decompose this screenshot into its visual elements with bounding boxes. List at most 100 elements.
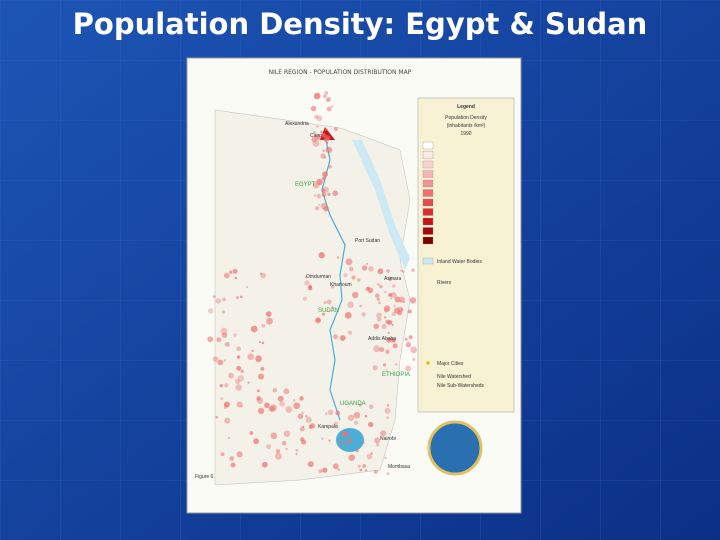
population-dot (389, 297, 392, 300)
place-label: Addis Ababa (368, 336, 396, 342)
population-dot (362, 441, 365, 444)
population-dot (321, 188, 326, 193)
population-dot (349, 266, 354, 272)
population-dot (331, 306, 334, 310)
population-dot (352, 291, 359, 299)
population-dot (388, 293, 393, 297)
population-dot (293, 399, 296, 402)
population-dot (407, 309, 412, 314)
population-dot (385, 349, 390, 354)
population-dot (221, 332, 228, 338)
legend-swatch (422, 179, 434, 188)
population-dot (236, 401, 243, 408)
place-label: Cairo (310, 133, 322, 139)
population-dot (265, 311, 272, 317)
legend-swatch (422, 189, 434, 197)
population-dot (355, 449, 359, 453)
legend-swatch (422, 257, 434, 265)
figure-label: Figure 6 (195, 474, 214, 480)
population-dot (237, 375, 245, 382)
country-label: UGANDA (340, 401, 366, 407)
population-dot (356, 278, 361, 282)
legend-heading: Population Density (445, 115, 487, 121)
population-dot (364, 469, 368, 472)
population-dot (313, 194, 317, 197)
population-dot (379, 285, 383, 289)
population-dot (324, 139, 327, 142)
population-dot (312, 131, 317, 135)
population-dot (224, 383, 229, 388)
population-dot (364, 414, 368, 418)
population-dot (247, 353, 255, 360)
place-label: Khartoum (330, 282, 352, 288)
population-dot (370, 452, 373, 455)
population-dot (270, 432, 278, 440)
land (214, 109, 411, 486)
population-dot (233, 333, 237, 337)
population-dot (212, 295, 216, 298)
population-dot (285, 406, 293, 413)
population-dot (253, 438, 259, 445)
population-dot (212, 356, 219, 362)
population-dot (325, 412, 328, 415)
population-dot (281, 440, 287, 446)
population-dot (297, 413, 304, 420)
population-dot (387, 276, 393, 282)
population-dot (220, 452, 225, 457)
population-dot (247, 381, 250, 384)
population-dot (412, 357, 416, 361)
population-dot (405, 365, 412, 372)
population-dot (308, 284, 312, 289)
legend-swatch (422, 141, 434, 150)
population-dot (215, 415, 219, 419)
population-dot (321, 437, 324, 440)
population-dot (386, 416, 390, 419)
density-swatches (422, 141, 434, 245)
population-dot (229, 456, 235, 461)
place-label: Kampala (318, 424, 338, 430)
population-dot (318, 252, 325, 259)
population-dot (365, 262, 369, 266)
population-dot (305, 275, 308, 279)
population-dot (376, 297, 380, 301)
population-dot (240, 405, 243, 408)
population-dot (257, 407, 265, 415)
population-dot (236, 451, 243, 458)
population-dot (339, 439, 346, 446)
population-dot (383, 316, 387, 319)
legend-swatch (422, 236, 434, 245)
population-dot (361, 312, 366, 317)
population-dot (390, 292, 397, 299)
population-dot (411, 268, 415, 272)
population-dot (311, 136, 317, 143)
population-dot (332, 463, 339, 470)
population-dot (333, 334, 339, 340)
population-dot (275, 448, 281, 454)
population-dot (368, 266, 374, 272)
legend-symbol (426, 361, 430, 365)
population-dot (391, 323, 394, 326)
population-dot (304, 280, 310, 286)
population-dot (315, 93, 319, 96)
population-dot (316, 115, 323, 122)
population-dot (326, 96, 332, 102)
population-dot (353, 411, 361, 419)
legend-box (417, 97, 515, 413)
population-dot (386, 472, 390, 476)
place-label: Nairobi (380, 436, 396, 442)
population-dot (376, 312, 383, 319)
legend-item: Nile Sub-Watersheds (437, 383, 485, 389)
population-dot (383, 305, 391, 312)
population-dot (215, 298, 221, 304)
population-dot (325, 141, 329, 145)
red-sea (352, 140, 410, 270)
population-dot (328, 165, 332, 169)
population-dot (373, 323, 379, 330)
population-dot (299, 396, 304, 401)
population-dot (377, 268, 384, 275)
population-dot (404, 337, 408, 341)
population-dot (235, 296, 240, 300)
population-dot (325, 98, 330, 103)
population-dot (256, 396, 261, 401)
population-dot (378, 301, 381, 305)
